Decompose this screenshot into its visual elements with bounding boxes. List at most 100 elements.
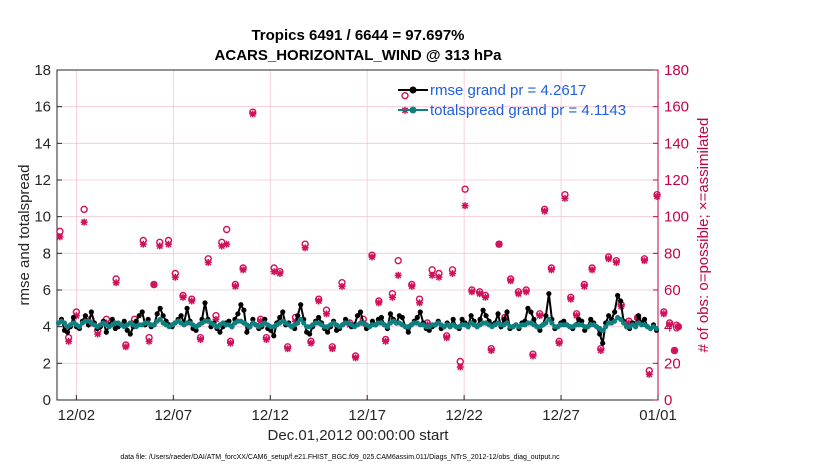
left-tick-label: 6 — [43, 282, 51, 299]
rmse-point — [597, 331, 603, 337]
obs-assimilated-point — [394, 271, 402, 279]
obs-assimilated-point — [541, 207, 549, 215]
obs-assimilated-point — [122, 343, 130, 351]
obs-assimilated-point — [249, 110, 257, 118]
rmse-point — [136, 313, 142, 319]
x-axis: 12/02 12/07 12/12 12/17 12/22 12/27 01/01 — [58, 395, 677, 424]
rmse-point — [635, 313, 642, 319]
obs-assimilated-point — [522, 288, 530, 296]
totalspread-point — [247, 324, 253, 330]
obs-assimilated-point — [588, 266, 596, 274]
obs-assimilated-point — [307, 339, 315, 347]
rmse-point — [543, 313, 549, 319]
rmse-point — [217, 329, 223, 335]
obs-possible-point — [461, 185, 469, 193]
x-tick-label: 12/12 — [251, 407, 289, 424]
obs-assimilated-point — [284, 345, 292, 353]
obs-assimilated-point — [171, 273, 179, 281]
rmse-point — [202, 300, 208, 306]
obs-possible-point — [80, 205, 88, 214]
rmse-point — [238, 302, 244, 308]
rmse-point — [64, 329, 71, 335]
x-tick-label: 12/07 — [155, 407, 193, 424]
right-tick-label: 100 — [664, 209, 689, 226]
obs-assimilated-point — [375, 299, 383, 307]
chart-subtitle: ACARS_HORIZONTAL_WIND @ 313 hPa — [215, 47, 503, 64]
totalspread-point — [301, 320, 307, 326]
rmse-point — [405, 329, 411, 335]
rmse-point — [480, 307, 486, 313]
obs-assimilated-point — [495, 240, 503, 248]
left-tick-label: 4 — [43, 319, 51, 336]
totalspread-point — [546, 316, 552, 322]
obs-assimilated-point — [666, 321, 674, 329]
obs-assimilated-point — [65, 337, 73, 345]
rmse-point — [387, 311, 393, 317]
rmse-point — [139, 309, 145, 315]
rmse-point — [160, 313, 166, 319]
obs-assimilated-point — [547, 266, 555, 274]
rmse-point — [241, 307, 247, 313]
obs-assimilated-point — [456, 363, 464, 371]
obs-assimilated-point — [487, 347, 495, 354]
obs-assimilated-point — [612, 259, 620, 266]
obs-assimilated-point — [270, 268, 278, 276]
obs-assimilated-point — [555, 339, 563, 347]
obs-assimilated-point — [239, 266, 247, 274]
obs-possible-point — [394, 256, 402, 265]
obs-assimilated-point — [580, 282, 588, 290]
obs-assimilated-point — [481, 293, 489, 301]
rmse-point — [145, 316, 151, 322]
obs-assimilated-point — [179, 293, 187, 301]
totalspread-point — [603, 324, 609, 330]
rmse-point — [121, 318, 127, 324]
obs-assimilated-point — [338, 282, 346, 290]
rmse-point — [378, 314, 385, 321]
totalspread-point — [298, 316, 304, 322]
rmse-point — [561, 318, 567, 324]
rmse-point — [226, 318, 232, 324]
totalspread-point — [465, 324, 471, 330]
obs-assimilated-point — [507, 277, 515, 285]
left-tick-label: 14 — [34, 135, 51, 152]
left-tick-label: 0 — [43, 392, 51, 409]
obs-assimilated-point — [204, 259, 212, 266]
rmse-point — [178, 313, 184, 319]
obs-assimilated-point — [514, 290, 522, 298]
x-tick-label: 01/01 — [639, 407, 677, 424]
legend-spread-label: totalspread grand pr = 4.1143 — [430, 102, 626, 119]
left-tick-label: 2 — [43, 355, 51, 372]
obs-assimilated-point — [476, 290, 484, 298]
obs-possible-point — [222, 225, 231, 234]
x-axis-label: Dec.01,2012 00:00:00 start — [268, 427, 450, 444]
right-tick-label: 20 — [664, 355, 681, 372]
rmse-point — [82, 313, 89, 319]
legend-rmse-marker — [409, 86, 417, 94]
rmse-point — [483, 313, 489, 319]
obs-assimilated-point — [262, 336, 270, 343]
legend-rmse-label: rmse grand pr = 4.2617 — [430, 82, 586, 99]
obs-assimilated-point — [605, 255, 613, 263]
totalspread-point — [384, 324, 391, 330]
totalspread-point — [549, 320, 555, 326]
obs-assimilated-point — [536, 312, 544, 320]
rmse-point — [295, 313, 301, 319]
totalspread-point — [157, 316, 163, 322]
rmse-point — [277, 314, 283, 321]
rmse-point — [537, 327, 543, 333]
left-y-axis: 0 2 4 6 8 10 12 14 16 18 — [34, 62, 62, 409]
obs-assimilated-point — [227, 339, 235, 347]
right-tick-label: 80 — [664, 245, 681, 262]
rmse-point — [582, 327, 588, 333]
rmse-point — [127, 331, 133, 337]
obs-assimilated-point — [352, 354, 360, 362]
rmse-point — [579, 318, 585, 324]
rmse-point — [531, 316, 537, 322]
rmse-point — [298, 302, 304, 308]
rmse-point — [271, 333, 277, 339]
chart-title: Tropics 6491 / 6644 = 97.697% — [251, 27, 464, 44]
rmse-point — [184, 305, 190, 311]
obs-assimilated-point — [315, 297, 323, 305]
rmse-point — [103, 329, 109, 335]
